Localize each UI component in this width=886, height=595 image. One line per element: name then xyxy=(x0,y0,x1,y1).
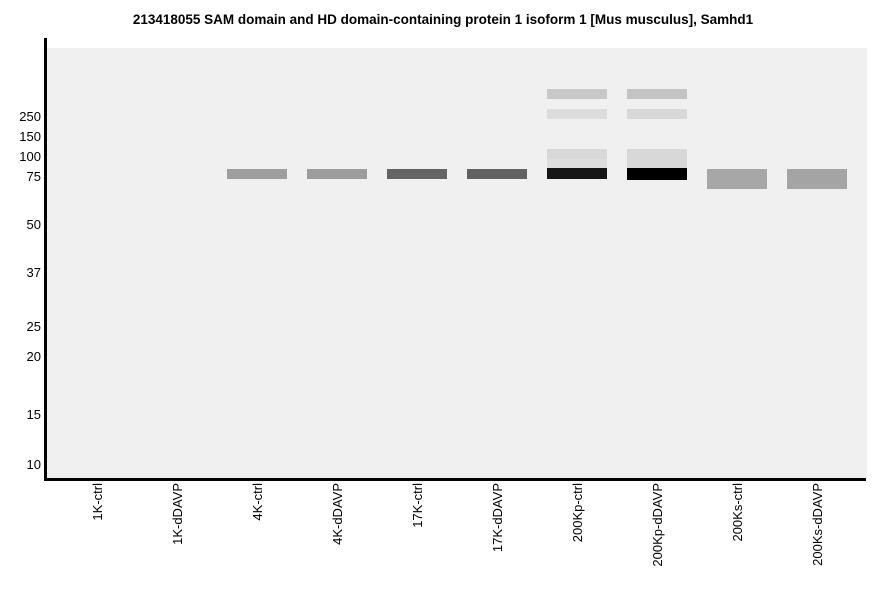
plot-area xyxy=(47,48,867,478)
blot-band xyxy=(387,169,447,179)
blot-band xyxy=(307,169,367,179)
y-tick-label: 10 xyxy=(26,457,41,472)
blot-band xyxy=(547,149,607,159)
blot-band xyxy=(547,168,607,179)
y-axis-line xyxy=(44,38,47,481)
blot-band xyxy=(547,109,607,119)
blot-band xyxy=(547,89,607,99)
blot-band xyxy=(627,168,687,180)
figure-title: 213418055 SAM domain and HD domain-conta… xyxy=(132,12,754,27)
x-axis-line xyxy=(44,478,866,481)
blot-band xyxy=(227,169,287,179)
y-tick-label: 15 xyxy=(26,407,41,422)
blot-band xyxy=(547,159,607,168)
blot-band xyxy=(787,169,847,189)
blot-band xyxy=(627,109,687,119)
lane-label: 200Ks-ctrl xyxy=(729,483,745,542)
lane-label: 200Kp-dDAVP xyxy=(649,483,665,567)
y-tick-label: 20 xyxy=(26,349,41,364)
lane-label: 1K-dDAVP xyxy=(169,483,185,545)
y-tick-label: 25 xyxy=(26,319,41,334)
blot-band xyxy=(627,149,687,168)
lane-label: 200Ks-dDAVP xyxy=(809,483,825,566)
lane-label: 1K-ctrl xyxy=(89,483,105,521)
lane-label: 4K-dDAVP xyxy=(329,483,345,545)
blot-band xyxy=(467,169,527,179)
lane-label: 200Kp-ctrl xyxy=(569,483,585,543)
lane-label: 4K-ctrl xyxy=(249,483,265,521)
blot-band xyxy=(627,89,687,99)
lane-label: 17K-dDAVP xyxy=(489,483,505,553)
y-tick-label: 37 xyxy=(26,265,41,280)
blot-band xyxy=(707,169,767,189)
y-tick-label: 50 xyxy=(26,217,41,232)
y-tick-label: 150 xyxy=(19,129,41,144)
y-tick-label: 100 xyxy=(19,149,41,164)
y-tick-label: 250 xyxy=(19,109,41,124)
lane-label: 17K-ctrl xyxy=(409,483,425,528)
y-tick-label: 75 xyxy=(26,169,41,184)
